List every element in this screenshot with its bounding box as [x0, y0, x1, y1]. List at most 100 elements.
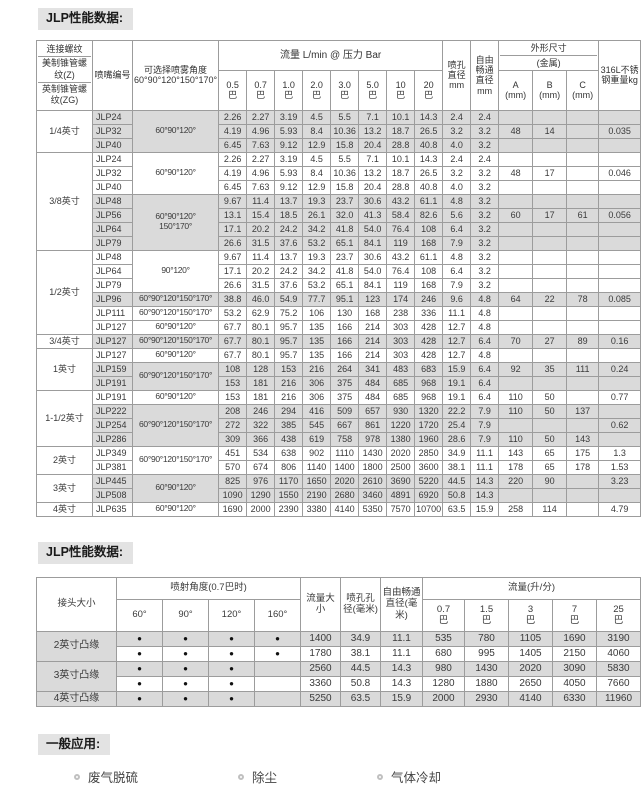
flow-value-cell: 375	[330, 389, 360, 405]
dim-c-cell: 111	[566, 361, 600, 377]
flow-value-cell: 80.1	[246, 333, 276, 349]
flow-value-cell: 2680	[330, 487, 360, 503]
angle-cell: 60°90°120°	[131, 389, 220, 405]
flow-value-cell: 5.93	[274, 123, 304, 139]
flow-value-cell: 34.2	[302, 221, 332, 237]
flow-value-cell: 1430	[464, 660, 509, 677]
orifice-cell: 22.2	[442, 403, 472, 419]
application-item-desulfurization: 废气脱硫	[74, 767, 138, 786]
flow-value-cell: 166	[330, 319, 360, 335]
flow-value-cell: 24.2	[274, 263, 304, 279]
dim-b-cell	[532, 151, 568, 167]
free-passage-cell: 11.1	[380, 630, 423, 647]
dim-a-cell	[498, 277, 534, 293]
orifice-cell: 7.9	[442, 277, 472, 293]
model-cell: JLP222	[92, 403, 133, 419]
model-cell: JLP40	[92, 137, 133, 153]
flow-value-cell: 43.2	[386, 249, 416, 265]
flow-value-cell: 62.9	[246, 305, 276, 321]
flow-value-cell: 135	[302, 333, 332, 349]
flow-value-cell: 20.2	[246, 221, 276, 237]
free-passage-cell: 3.2	[470, 165, 500, 181]
flow-value-cell: 43.2	[386, 193, 416, 209]
orifice-cell: 34.9	[442, 445, 472, 461]
flow-value-cell: 1110	[330, 445, 360, 461]
flow-value-cell: 216	[302, 361, 332, 377]
model-cell: JLP191	[92, 389, 133, 405]
flow-value-cell: 3690	[386, 473, 416, 489]
flow-value-cell: 5.93	[274, 165, 304, 181]
header-pressure-column: 1.0 巴	[274, 69, 304, 111]
size-cell: 1-1/2英寸	[36, 389, 93, 447]
model-cell: JLP127	[92, 319, 133, 335]
flow-value-cell: 153	[218, 375, 248, 391]
dim-b-cell	[532, 487, 568, 503]
performance-table-flange: 接头大小 喷射角度(0.7巴时) 流量大小 喷孔孔径(毫米) 自由畅通直径(毫米) 流量(…	[36, 576, 641, 707]
flow-value-cell: 12.9	[302, 137, 332, 153]
flow-value-cell: 309	[218, 431, 248, 447]
flow-value-cell: 4140	[508, 690, 553, 707]
nozzle-spec-row: 1/2英寸 JLP48 90°120° 9.67 11.4 13.7 19.3 23.7 30.…	[36, 249, 642, 335]
orifice-cell: 50.8	[340, 675, 381, 692]
flow-value-cell: 216	[274, 375, 304, 391]
dim-c-cell	[566, 375, 600, 391]
dim-b-cell: 65	[532, 459, 568, 475]
flow-value-cell: 119	[386, 235, 416, 251]
flow-value-cell: 483	[386, 361, 416, 377]
header-pressure-column: 3.0 巴	[330, 69, 360, 111]
orifice-cell: 2.4	[442, 151, 472, 167]
free-passage-cell: 2.4	[470, 109, 500, 125]
flow-value-cell: 108	[218, 361, 248, 377]
flow-value-cell: 7.1	[358, 151, 388, 167]
dim-a-cell	[498, 235, 534, 251]
flow-value-cell: 34.2	[302, 263, 332, 279]
flow-value-cell: 32.0	[330, 207, 360, 223]
orifice-cell: 5.6	[442, 207, 472, 223]
dim-b-cell: 50	[532, 403, 568, 419]
flow-value-cell: 128	[246, 361, 276, 377]
nozzle-spec-row: 3/4英寸 JLP127 60°90°120°150°170° 67.7 80.1 95.…	[36, 333, 642, 349]
dim-a-cell: 258	[498, 501, 534, 517]
nozzle-spec-row: JLP79 26.6 31.5 37.6 53.2 65.1 84.1 119 168 7.9 3.…	[37, 277, 642, 293]
angle-availability-dot-cell: ●	[208, 645, 255, 662]
flow-value-cell: 11.4	[246, 249, 276, 265]
flow-value-cell: 40.8	[414, 137, 444, 153]
flow-value-cell: 28.8	[386, 137, 416, 153]
flow-value-cell: 2930	[464, 690, 509, 707]
weight-cell	[598, 347, 642, 363]
dim-a-cell	[498, 109, 534, 125]
flow-value-cell: 7.63	[246, 179, 276, 195]
dim-b-cell: 90	[532, 473, 568, 489]
orifice-cell: 19.1	[442, 389, 472, 405]
orifice-cell: 3.2	[442, 123, 472, 139]
header-free-passage-diameter-mm: 自由畅通直径(毫米)	[380, 576, 423, 632]
angle-cell: 60°90°120°	[131, 473, 220, 503]
flow-value-cell: 166	[330, 333, 360, 349]
flow-value-cell: 451	[218, 445, 248, 461]
flow-value-cell: 2020	[508, 660, 553, 677]
flow-value-cell: 214	[358, 347, 388, 363]
flow-value-cell: 31.5	[246, 277, 276, 293]
flow-value-cell: 11.4	[246, 193, 276, 209]
header-angle-column: 160°	[254, 598, 301, 632]
orifice-cell: 4.0	[442, 137, 472, 153]
dim-b-cell	[532, 263, 568, 279]
flow-value-cell: 8.4	[302, 123, 332, 139]
dim-a-cell: 220	[498, 473, 534, 489]
flow-value-cell: 438	[274, 431, 304, 447]
free-passage-cell: 3.2	[470, 249, 500, 265]
dim-a-cell	[498, 263, 534, 279]
dim-c-cell: 137	[566, 403, 600, 419]
orifice-cell: 4.0	[442, 179, 472, 195]
dim-c-cell	[566, 319, 600, 335]
dim-c-cell	[566, 235, 600, 251]
header-angle-column: 90°	[162, 598, 209, 632]
flow-value-cell: 7660	[596, 675, 641, 692]
flow-value-cell: 667	[330, 417, 360, 433]
flange-spec-row: 2英寸凸缘 ● ● ● ● 1400 34.9 11.1 535 780 1105 1690 3190	[36, 630, 641, 662]
dim-b-cell	[532, 221, 568, 237]
nozzle-spec-row: JLP64 17.1 20.2 24.2 34.2 41.8 54.0 76.4 108 6.4 3…	[37, 221, 642, 237]
weight-cell	[598, 305, 642, 321]
connector-size-cell: 3英寸凸缘	[36, 660, 117, 692]
